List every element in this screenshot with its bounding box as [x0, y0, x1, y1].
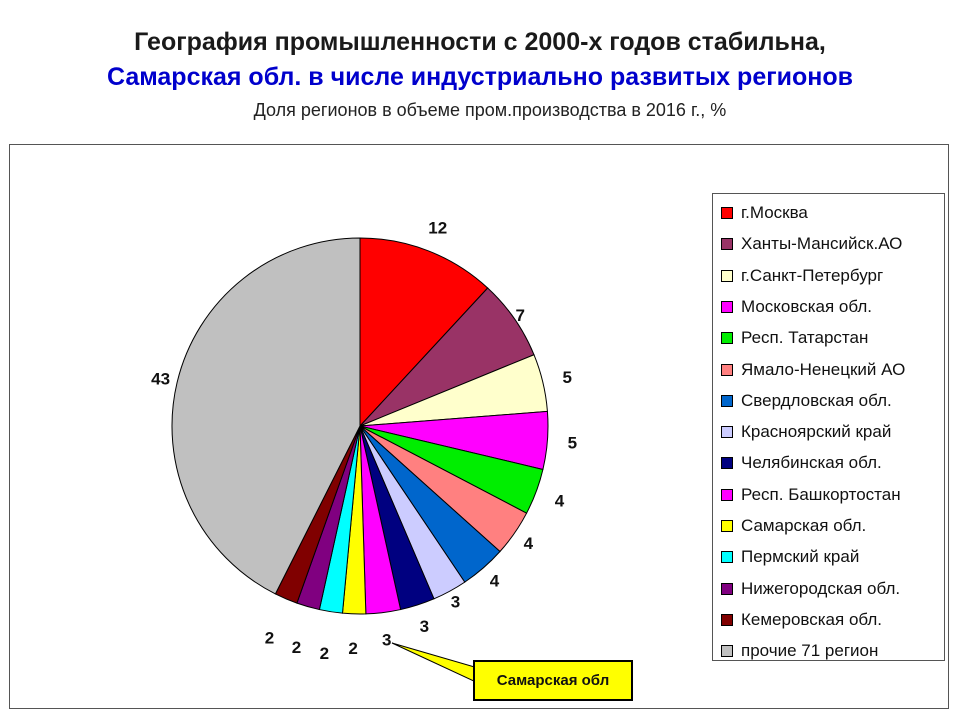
legend-label: Свердловская обл. — [741, 390, 892, 410]
legend-swatch — [721, 613, 733, 626]
legend-item: г.Санкт-Петербург — [721, 265, 883, 287]
pie-data-label: 12 — [428, 219, 447, 238]
legend-item: прочие 71 регион — [721, 640, 878, 662]
pie-data-label: 4 — [490, 572, 500, 591]
legend-swatch — [721, 488, 733, 501]
legend-swatch — [721, 426, 733, 439]
pie-slice — [359, 237, 489, 428]
legend-item: Кемеровская обл. — [721, 609, 882, 631]
pie-data-label: 5 — [562, 368, 571, 387]
pie-data-label: 43 — [151, 370, 170, 389]
legend-swatch — [721, 207, 733, 219]
pie-data-label: 5 — [568, 434, 577, 453]
legend-label: Нижегородская обл. — [741, 578, 901, 598]
legend-label: г.Санкт-Петербург — [741, 265, 884, 285]
legend-label: Ямало-Ненецкий АО — [741, 359, 906, 379]
legend-item: г.Москва — [721, 202, 808, 224]
legend-swatch — [721, 363, 733, 376]
legend-label: Ханты-Мансийск.АО — [741, 234, 903, 254]
pie-data-label: 2 — [292, 638, 301, 657]
pie-data-label: 3 — [451, 593, 460, 612]
legend-item: Нижегородская обл. — [721, 578, 900, 600]
legend-label: г.Москва — [741, 203, 808, 222]
legend-swatch — [721, 238, 733, 251]
legend-label: Московская обл. — [741, 296, 872, 316]
legend-item: Ямало-Ненецкий АО — [721, 359, 905, 381]
pie-data-label: 4 — [524, 534, 534, 553]
callout-pointer — [391, 642, 479, 684]
legend-label: Самарская обл. — [741, 516, 867, 535]
legend-item: Челябинская обл. — [721, 452, 882, 474]
pie-data-label: 2 — [320, 644, 329, 663]
pie-data-label: 3 — [420, 617, 429, 636]
pie-data-label: 4 — [555, 492, 565, 511]
legend-label: прочие 71 регион — [741, 641, 879, 661]
legend-label: Красноярский край — [741, 422, 892, 442]
callout-box: Самарская обл — [473, 660, 633, 701]
chart-title-line2: Самарская обл. в числе индустриально раз… — [106, 63, 854, 91]
pie-data-label: 3 — [382, 630, 391, 649]
legend-item: Ханты-Мансийск.АО — [721, 233, 902, 255]
legend-swatch — [721, 520, 733, 532]
legend-item: Красноярский край — [721, 421, 891, 443]
chart-legend: г.Москва Ханты-Мансийск.АО г.Санкт-Петербу… — [712, 193, 945, 661]
legend-swatch — [721, 269, 733, 282]
legend-label: Пермский край — [741, 547, 860, 567]
legend-swatch — [721, 332, 733, 345]
legend-item: Пермский край — [721, 546, 859, 568]
legend-swatch — [721, 645, 733, 658]
pie-data-label: 2 — [265, 629, 274, 648]
legend-item: Свердловская обл. — [721, 390, 892, 412]
pie-data-label: 7 — [515, 306, 524, 325]
legend-item: Самарская обл. — [721, 515, 866, 537]
legend-label: Респ. Башкортостан — [741, 484, 901, 504]
pie-data-label: 2 — [348, 639, 357, 658]
legend-label: Кемеровская обл. — [741, 609, 883, 629]
legend-label: Челябинская обл. — [741, 453, 882, 473]
chart-title-line1: География промышленности с 2000-х годов … — [134, 28, 826, 56]
legend-swatch — [721, 582, 733, 595]
legend-label: Респ. Татарстан — [741, 328, 869, 348]
legend-item: Респ. Башкортостан — [721, 484, 901, 506]
legend-swatch — [721, 394, 733, 407]
legend-item: Респ. Татарстан — [721, 327, 868, 349]
legend-swatch — [721, 300, 733, 313]
legend-swatch — [721, 457, 733, 470]
pie-slice — [171, 237, 361, 595]
chart-subtitle: Доля регионов в объеме пром.производства… — [253, 100, 727, 120]
legend-swatch — [721, 551, 733, 564]
legend-item: Московская обл. — [721, 296, 872, 318]
